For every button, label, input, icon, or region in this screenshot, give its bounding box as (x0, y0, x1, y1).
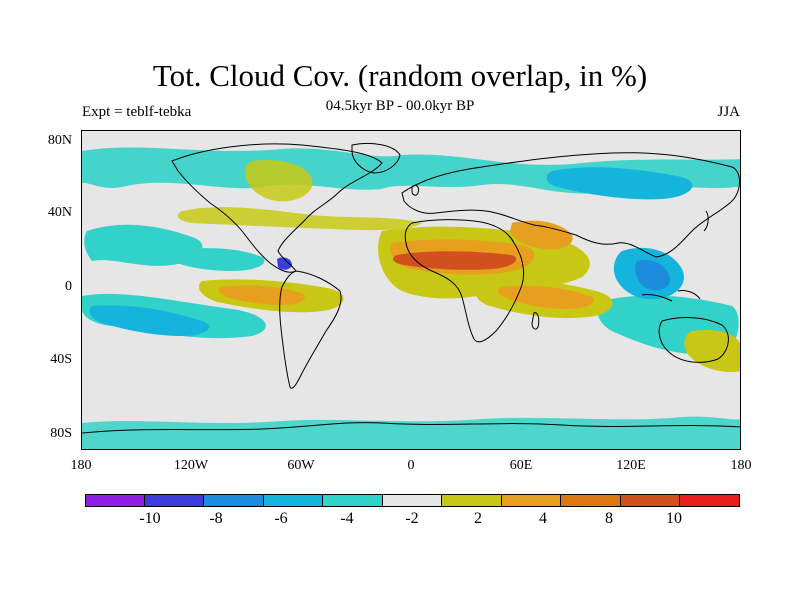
lon-tick-180e: 180 (730, 458, 752, 473)
lat-tick-80n: 80N (47, 133, 72, 148)
colorbar-label: -10 (139, 510, 161, 527)
coast-greenland (351, 142, 401, 174)
anomaly-layer (82, 147, 740, 449)
colorbar-box (263, 494, 324, 507)
map-panel (81, 130, 741, 450)
coast-africa (404, 219, 525, 343)
lon-tick-60w: 60W (287, 458, 315, 473)
colorbar-box (442, 494, 502, 507)
anomaly-patch-pos4-arabia (510, 220, 573, 250)
anomaly-patch-pos2-northamerica (244, 159, 313, 202)
lon-tick-120w: 120W (173, 458, 209, 473)
lon-tick-0: 0 (407, 458, 415, 473)
anomaly-patch-pos4-southindian (497, 285, 594, 309)
anomaly-patch-neg4-eastpacific (89, 305, 210, 336)
anomaly-patch-neg2-southern (82, 416, 740, 449)
colorbar-label: 2 (474, 510, 482, 527)
colorbar-frame (85, 494, 740, 507)
experiment-label: Expt = teblf-tebka (82, 104, 192, 120)
anomaly-patch-neg2-asia (546, 167, 693, 200)
colorbar-box (144, 494, 205, 507)
map-subtitle: 04.5kyr BP - 00.0kyr BP (325, 98, 475, 114)
colorbar-label: -8 (209, 510, 223, 527)
colorbar-label: -6 (274, 510, 288, 527)
world-map (82, 142, 740, 449)
lon-tick-60e: 60E (509, 458, 533, 473)
coast-madagascar (531, 312, 540, 330)
lat-tick-40s: 40S (50, 352, 72, 367)
anomaly-patch-pos4-equatorial (218, 285, 305, 305)
coast-indonesia (641, 290, 701, 302)
coast-antarctica (82, 422, 740, 434)
colorbar-box (204, 494, 264, 507)
lon-tick-180w: 180 (70, 458, 92, 473)
colorbar-label: 8 (605, 510, 613, 527)
colorbar-label: -4 (340, 510, 354, 527)
coast-north-america (171, 143, 383, 273)
colorbar-box (85, 494, 145, 507)
map-title: Tot. Cloud Cov. (random overlap, in %) (152, 58, 648, 93)
colorbar-label: 4 (539, 510, 547, 527)
season-label: JJA (717, 104, 740, 120)
coast-japan (703, 210, 709, 232)
colorbar-box (620, 494, 681, 507)
colorbar-box (323, 494, 383, 507)
colorbar-label: 10 (666, 510, 682, 527)
anomaly-patch-pos2-subtropicsN (177, 207, 422, 231)
lat-tick-80s: 80S (50, 426, 72, 441)
coastlines (82, 142, 740, 434)
anomaly-patch-pos2-australia (684, 330, 740, 372)
anomaly-patch-neg8-caribbean (277, 257, 292, 270)
anomaly-patch-pos10-sahel-core (392, 251, 517, 270)
lat-tick-40n: 40N (47, 205, 72, 220)
anomaly-patch-neg4-atlantic (170, 248, 265, 271)
colorbar-box (561, 494, 621, 507)
lon-tick-120e: 120E (616, 458, 646, 473)
lat-tick-eq: 0 (65, 279, 72, 294)
coast-eurasia (401, 152, 740, 258)
colorbar-label: -2 (405, 510, 419, 527)
coast-australia (658, 317, 729, 363)
colorbar-box (501, 494, 562, 507)
colorbar-box (382, 494, 443, 507)
coast-south-america (279, 270, 342, 389)
coast-british-isles (411, 184, 419, 196)
anomaly-patch-neg6-core (635, 259, 671, 291)
